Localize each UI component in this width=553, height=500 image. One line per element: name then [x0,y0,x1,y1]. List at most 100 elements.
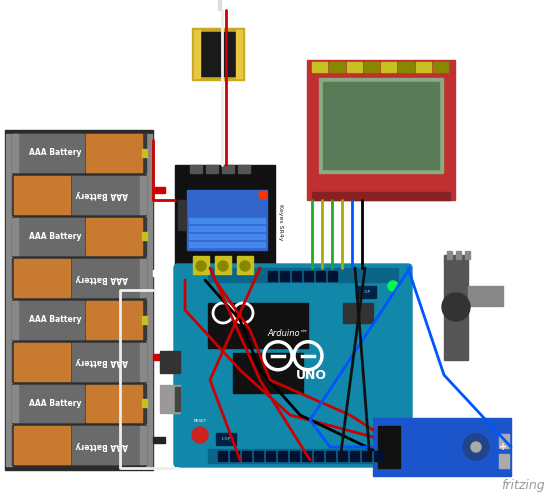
Bar [140,343,146,380]
Bar [215,256,231,274]
Bar [415,62,431,72]
Text: AAA Battery: AAA Battery [76,190,128,199]
Bar [192,28,244,80]
Bar [208,449,398,463]
Bar [323,82,439,169]
Bar [398,62,414,72]
Bar [499,434,509,448]
Bar [14,176,70,214]
Bar [142,149,147,157]
Bar [208,303,308,348]
Bar [447,251,452,259]
Bar [175,387,180,411]
Text: AAA Battery: AAA Battery [29,316,81,324]
Bar [343,303,373,323]
Bar [153,354,165,360]
Bar [356,286,376,298]
Bar [14,134,84,172]
Bar [6,134,12,466]
FancyBboxPatch shape [174,264,412,467]
Circle shape [218,261,228,271]
Bar [142,316,147,324]
Bar [12,301,18,339]
Bar [254,451,263,461]
Bar [312,62,327,72]
Bar [362,451,371,461]
Bar [153,437,165,443]
Bar [242,451,251,461]
Circle shape [388,281,398,291]
Bar [160,351,180,373]
Bar [238,165,250,173]
Bar [178,200,186,230]
Text: fritzing: fritzing [502,479,545,492]
Circle shape [471,442,481,452]
Text: Arduino™: Arduino™ [268,329,309,338]
Bar [142,232,147,240]
Bar [456,251,461,259]
Bar [14,384,84,422]
Bar [175,165,275,280]
Bar [206,165,218,173]
Bar [350,451,359,461]
Text: RESET: RESET [194,419,207,423]
Bar [218,451,227,461]
Bar [230,451,239,461]
Bar [86,301,142,339]
Bar [347,62,362,72]
Bar [292,271,301,281]
Bar [12,258,146,298]
Bar [499,454,509,468]
Bar [14,426,70,464]
Bar [196,32,240,76]
Bar [153,186,165,192]
Bar [153,270,165,276]
Bar [5,130,153,470]
Bar [304,271,313,281]
Bar [72,259,142,297]
Bar [190,165,202,173]
Bar [72,343,142,380]
Bar [302,451,311,461]
Bar [189,242,265,247]
Bar [140,259,146,297]
Bar [381,62,397,72]
Bar [12,384,146,423]
Bar [378,426,400,468]
Text: UNO: UNO [295,369,326,382]
Bar [194,30,200,78]
Bar [14,218,84,255]
Bar [374,451,383,461]
Bar [12,218,18,255]
Bar [218,0,221,10]
Circle shape [259,191,267,199]
Bar [465,251,470,259]
Bar [12,300,146,340]
Bar [216,433,236,445]
Bar [329,62,345,72]
Bar [189,218,265,223]
Bar [326,451,335,461]
Bar [12,384,18,422]
Bar [268,271,277,281]
Bar [364,62,379,72]
Circle shape [192,427,208,443]
Bar [72,176,142,214]
Bar [312,192,450,200]
Bar [280,271,289,281]
Bar [208,268,398,282]
Bar [72,426,142,464]
Bar [314,451,323,461]
Bar [14,301,84,339]
Bar [12,342,146,382]
Bar [86,384,142,422]
Text: AAA Battery: AAA Battery [76,357,128,366]
Bar [468,286,503,306]
Bar [307,60,455,200]
Bar [236,30,242,78]
Bar [433,62,448,72]
Bar [338,451,347,461]
Bar [160,385,180,413]
Bar [193,256,209,274]
Bar [189,234,265,239]
